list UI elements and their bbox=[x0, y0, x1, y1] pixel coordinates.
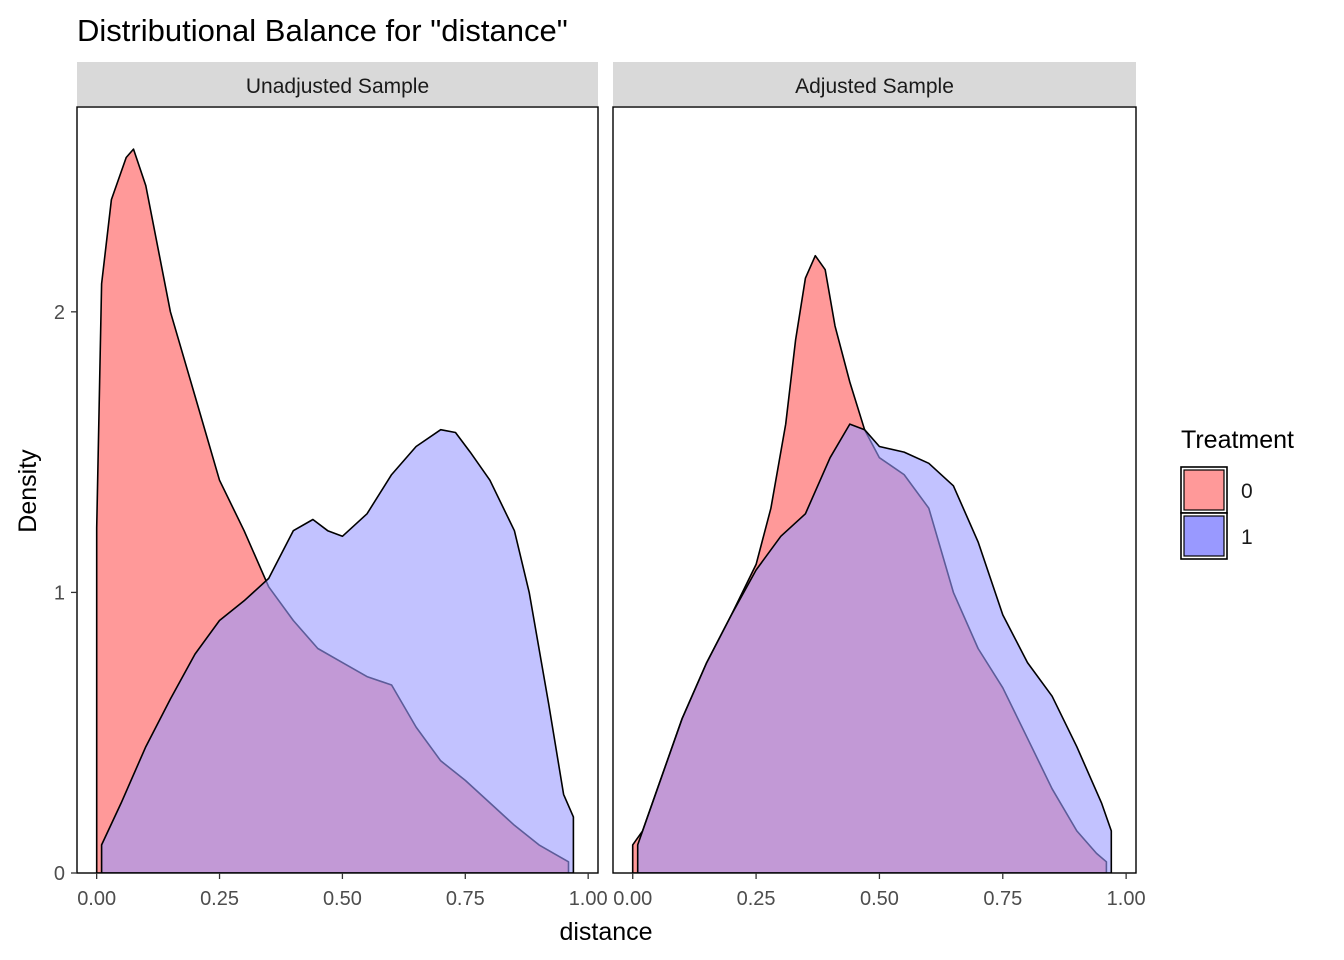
density-area-group-1 bbox=[100, 428, 575, 873]
legend-item: 0 bbox=[1180, 466, 1253, 514]
chart-title: Distributional Balance for "distance" bbox=[77, 13, 568, 48]
facet-strip bbox=[613, 62, 1136, 106]
plot-area bbox=[95, 148, 575, 873]
facet-panels: Unadjusted Sample 0.00 0.25 0.50 0.75 1.00 0 1 2… bbox=[54, 62, 1146, 910]
x-tick-label: 0.25 bbox=[737, 888, 776, 910]
legend-item-label: 0 bbox=[1241, 480, 1253, 503]
facet-strip-label: Unadjusted Sample bbox=[246, 75, 429, 98]
panel-border bbox=[612, 106, 1137, 874]
facet-panel-2: Adjusted Sample 0.00 0.25 0.50 0.75 1.00 bbox=[612, 62, 1146, 910]
density-area-group-1 bbox=[636, 423, 1113, 873]
x-tick-label: 0.25 bbox=[200, 888, 239, 910]
x-tick-label: 0.00 bbox=[613, 888, 652, 910]
legend-key-swatch bbox=[1183, 469, 1225, 511]
x-tick-label: 0.75 bbox=[446, 888, 485, 910]
legend-item: 1 bbox=[1180, 512, 1253, 560]
y-tick-label: 0 bbox=[54, 863, 65, 885]
y-tick-label: 1 bbox=[54, 582, 65, 604]
panel-border bbox=[76, 106, 599, 874]
x-tick-label: 1.00 bbox=[1107, 888, 1146, 910]
legend-title: Treatment bbox=[1181, 426, 1294, 454]
facet-strip-label: Adjusted Sample bbox=[795, 75, 954, 98]
legend-key-swatch bbox=[1183, 515, 1225, 557]
x-axis-label: distance bbox=[559, 918, 652, 946]
y-axis-label: Density bbox=[14, 449, 42, 533]
y-tick-label: 2 bbox=[54, 302, 65, 324]
facet-strip bbox=[77, 62, 598, 106]
legend: Treatment 0 1 bbox=[1180, 426, 1294, 560]
x-tick-label: 0.75 bbox=[983, 888, 1022, 910]
x-tick-label: 1.00 bbox=[569, 888, 608, 910]
x-tick-label: 0.00 bbox=[77, 888, 116, 910]
plot-area bbox=[631, 254, 1113, 873]
facet-panel-1: Unadjusted Sample 0.00 0.25 0.50 0.75 1.00 0 1 2 bbox=[54, 62, 608, 910]
x-tick-label: 0.50 bbox=[860, 888, 899, 910]
x-tick-label: 0.50 bbox=[323, 888, 362, 910]
legend-item-label: 1 bbox=[1241, 526, 1253, 549]
